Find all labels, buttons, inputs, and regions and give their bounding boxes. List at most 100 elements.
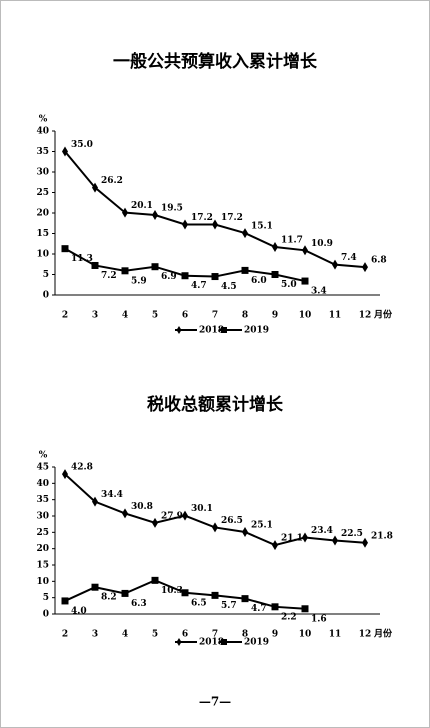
- marker: [211, 273, 219, 281]
- x-tick-label: 4: [122, 311, 128, 321]
- data-label: 34.4: [101, 490, 123, 500]
- marker: [271, 271, 279, 278]
- marker: [62, 146, 68, 157]
- marker: [332, 259, 338, 270]
- legend-label: 2018: [199, 326, 224, 336]
- marker: [92, 496, 98, 507]
- legend-label: 2019: [244, 326, 269, 336]
- x-tick-label: 2: [62, 630, 68, 640]
- x-tick-label: 8: [242, 311, 248, 321]
- data-label: 7.4: [341, 253, 357, 263]
- y-tick-label: 10: [36, 577, 49, 587]
- data-label: 17.2: [191, 213, 213, 223]
- marker: [182, 510, 188, 521]
- data-label: 6.9: [161, 272, 177, 282]
- x-tick-label: 9: [272, 630, 278, 640]
- x-tick-label: 12: [359, 630, 372, 640]
- data-label: 10.9: [311, 239, 333, 249]
- x-tick-label: 11: [329, 311, 342, 321]
- data-label: 26.2: [101, 176, 123, 186]
- data-label: 27.9: [161, 511, 183, 521]
- marker: [302, 245, 308, 256]
- data-label: 20.1: [131, 201, 153, 211]
- data-label: 15.1: [251, 222, 273, 232]
- marker: [122, 207, 128, 218]
- marker: [181, 272, 189, 280]
- data-label: 23.4: [311, 526, 333, 536]
- chart-title: 一般公共预算收入累计增长: [113, 51, 318, 72]
- y-axis-label: %: [39, 451, 48, 461]
- legend-marker: [176, 326, 182, 334]
- marker: [212, 219, 218, 230]
- marker: [212, 522, 218, 533]
- marker: [241, 595, 249, 603]
- data-label: 19.5: [161, 204, 183, 214]
- x-axis-label: 月份: [373, 309, 393, 321]
- data-label: 2.2: [281, 612, 297, 622]
- data-label: 25.1: [251, 521, 273, 531]
- data-label: 10.3: [161, 586, 183, 596]
- data-label: 22.5: [341, 529, 363, 539]
- marker: [92, 182, 98, 193]
- x-tick-label: 7: [212, 630, 218, 640]
- y-tick-label: 45: [36, 463, 49, 473]
- marker: [272, 540, 278, 551]
- marker: [61, 245, 69, 253]
- data-label: 4.5: [221, 282, 237, 292]
- y-tick-label: 20: [36, 209, 49, 219]
- data-label: 6.5: [191, 598, 207, 608]
- marker: [242, 228, 248, 239]
- marker: [332, 535, 338, 546]
- legend-label: 2018: [199, 638, 224, 648]
- marker: [211, 591, 219, 599]
- data-label: 26.5: [221, 516, 243, 526]
- y-tick-label: 40: [36, 479, 49, 489]
- x-tick-label: 7: [212, 311, 218, 321]
- marker: [91, 583, 99, 591]
- x-tick-label: 3: [92, 311, 98, 321]
- y-tick-label: 20: [36, 544, 49, 554]
- data-label: 6.8: [371, 256, 387, 266]
- data-label: 42.8: [71, 463, 93, 473]
- legend-marker: [221, 327, 227, 333]
- data-label: 6.3: [131, 599, 147, 609]
- page-number: —7—: [199, 695, 231, 709]
- y-tick-label: 15: [36, 229, 49, 239]
- data-label: 17.2: [221, 213, 243, 223]
- y-tick-label: 30: [36, 512, 49, 522]
- y-tick-label: 15: [36, 561, 49, 571]
- y-tick-label: 5: [43, 593, 49, 603]
- y-tick-label: 35: [36, 147, 49, 157]
- data-label: 21.8: [371, 531, 393, 541]
- data-label: 5.9: [131, 276, 147, 286]
- x-tick-label: 2: [62, 311, 68, 321]
- data-label: 7.2: [101, 271, 117, 281]
- y-tick-label: 0: [43, 291, 49, 301]
- data-label: 6.0: [251, 276, 267, 286]
- marker: [242, 527, 248, 538]
- marker: [62, 469, 68, 480]
- marker: [272, 242, 278, 253]
- data-label: 4.7: [251, 604, 267, 614]
- x-tick-label: 9: [272, 311, 278, 321]
- chart-title: 税收总额累计增长: [147, 394, 284, 415]
- x-tick-label: 12: [359, 311, 372, 321]
- data-label: 30.1: [191, 504, 213, 514]
- marker: [151, 263, 159, 271]
- marker: [152, 210, 158, 221]
- data-label: 1.6: [311, 614, 327, 624]
- marker: [362, 262, 368, 273]
- data-label: 11.3: [71, 254, 93, 264]
- x-tick-label: 10: [299, 311, 312, 321]
- x-tick-label: 5: [152, 630, 158, 640]
- y-tick-label: 40: [36, 127, 49, 137]
- x-tick-label: 5: [152, 311, 158, 321]
- data-label: 30.8: [131, 502, 153, 512]
- x-tick-label: 10: [299, 630, 312, 640]
- legend-label: 2019: [244, 638, 269, 648]
- y-tick-label: 10: [36, 250, 49, 260]
- marker: [241, 266, 249, 274]
- y-tick-label: 5: [43, 270, 49, 280]
- y-tick-label: 25: [36, 188, 49, 198]
